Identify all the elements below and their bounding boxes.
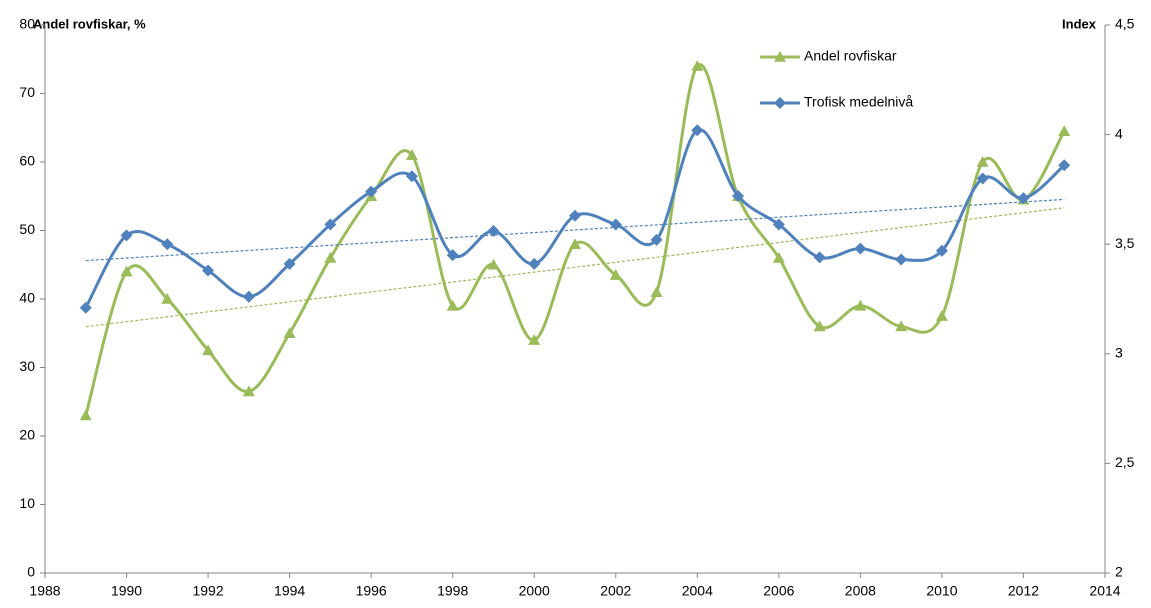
data-point xyxy=(1058,125,1071,136)
data-point xyxy=(895,253,908,266)
y-tick-label: 20 xyxy=(19,427,35,443)
data-point xyxy=(324,218,337,231)
data-point xyxy=(691,124,704,137)
y-axis-title: Andel rovfiskar, % xyxy=(33,16,146,31)
trendline xyxy=(85,198,1065,262)
data-point xyxy=(609,218,622,231)
data-point xyxy=(691,60,704,71)
x-tick-label: 2004 xyxy=(682,583,713,599)
data-point xyxy=(609,269,622,280)
data-point xyxy=(772,251,785,263)
legend-label: Trofisk medelnivå xyxy=(804,94,913,110)
y-tick-label: 70 xyxy=(19,84,35,100)
data-point xyxy=(935,244,948,257)
y-tick-label: 30 xyxy=(19,358,35,374)
x-tick-label: 2006 xyxy=(763,583,794,599)
data-point xyxy=(202,344,215,356)
data-point xyxy=(935,310,948,321)
data-point xyxy=(79,301,92,314)
data-point xyxy=(528,257,541,270)
y-tick-label: 60 xyxy=(19,153,35,169)
data-point xyxy=(242,290,255,303)
x-tick-label: 2014 xyxy=(1089,583,1120,599)
data-point xyxy=(161,293,174,304)
data-point xyxy=(650,286,663,297)
data-point xyxy=(242,385,255,397)
data-point xyxy=(487,258,500,270)
y-tick-label: 80 xyxy=(19,16,35,32)
data-point xyxy=(813,251,826,264)
data-point xyxy=(120,229,133,242)
data-point xyxy=(569,238,581,249)
y2-tick-label: 2,5 xyxy=(1115,454,1135,470)
data-point xyxy=(120,265,133,277)
x-tick-label: 2000 xyxy=(519,583,550,599)
x-tick-label: 2008 xyxy=(845,583,876,599)
trendline xyxy=(85,207,1065,328)
data-point xyxy=(854,299,867,311)
data-point xyxy=(283,327,296,339)
y2-tick-label: 3,5 xyxy=(1115,235,1135,251)
data-point xyxy=(569,209,581,222)
y-tick-label: 40 xyxy=(19,290,35,306)
data-point xyxy=(487,225,500,238)
data-point xyxy=(365,185,378,198)
y2-tick-label: 3 xyxy=(1115,345,1123,361)
data-point xyxy=(650,233,663,246)
data-point xyxy=(732,189,745,202)
x-tick-label: 2002 xyxy=(600,583,631,599)
x-tick-label: 1990 xyxy=(111,583,142,599)
data-point xyxy=(854,242,867,255)
data-point xyxy=(976,172,989,185)
data-point xyxy=(895,320,908,332)
legend-label: Andel rovfiskar xyxy=(804,48,897,64)
data-point xyxy=(772,218,785,231)
data-point xyxy=(1058,159,1071,172)
data-point xyxy=(283,257,296,270)
y2-axis-title: Index xyxy=(1062,16,1097,31)
legend-marker xyxy=(774,51,786,62)
x-tick-label: 1994 xyxy=(274,583,305,599)
data-point xyxy=(446,299,459,311)
data-point xyxy=(161,238,174,251)
data-point xyxy=(405,149,418,160)
y2-tick-label: 4,5 xyxy=(1115,16,1135,32)
y-tick-label: 50 xyxy=(19,221,35,237)
y-tick-label: 10 xyxy=(19,495,35,511)
data-point xyxy=(1017,192,1030,205)
data-point xyxy=(528,334,541,345)
data-point xyxy=(813,320,826,332)
data-point xyxy=(324,251,337,263)
y2-tick-label: 4 xyxy=(1115,125,1123,141)
data-point xyxy=(79,409,92,421)
y-tick-label: 0 xyxy=(27,564,35,580)
x-tick-label: 1996 xyxy=(356,583,387,599)
data-point xyxy=(976,156,989,167)
y2-tick-label: 2 xyxy=(1115,564,1123,580)
data-point xyxy=(202,264,215,277)
x-tick-label: 1992 xyxy=(192,583,223,599)
x-tick-label: 2012 xyxy=(1008,583,1039,599)
data-point xyxy=(446,249,459,262)
x-tick-label: 1988 xyxy=(29,583,60,599)
data-point xyxy=(405,170,418,183)
x-tick-label: 2010 xyxy=(926,583,957,599)
legend-marker xyxy=(774,97,786,109)
x-tick-label: 1998 xyxy=(437,583,468,599)
